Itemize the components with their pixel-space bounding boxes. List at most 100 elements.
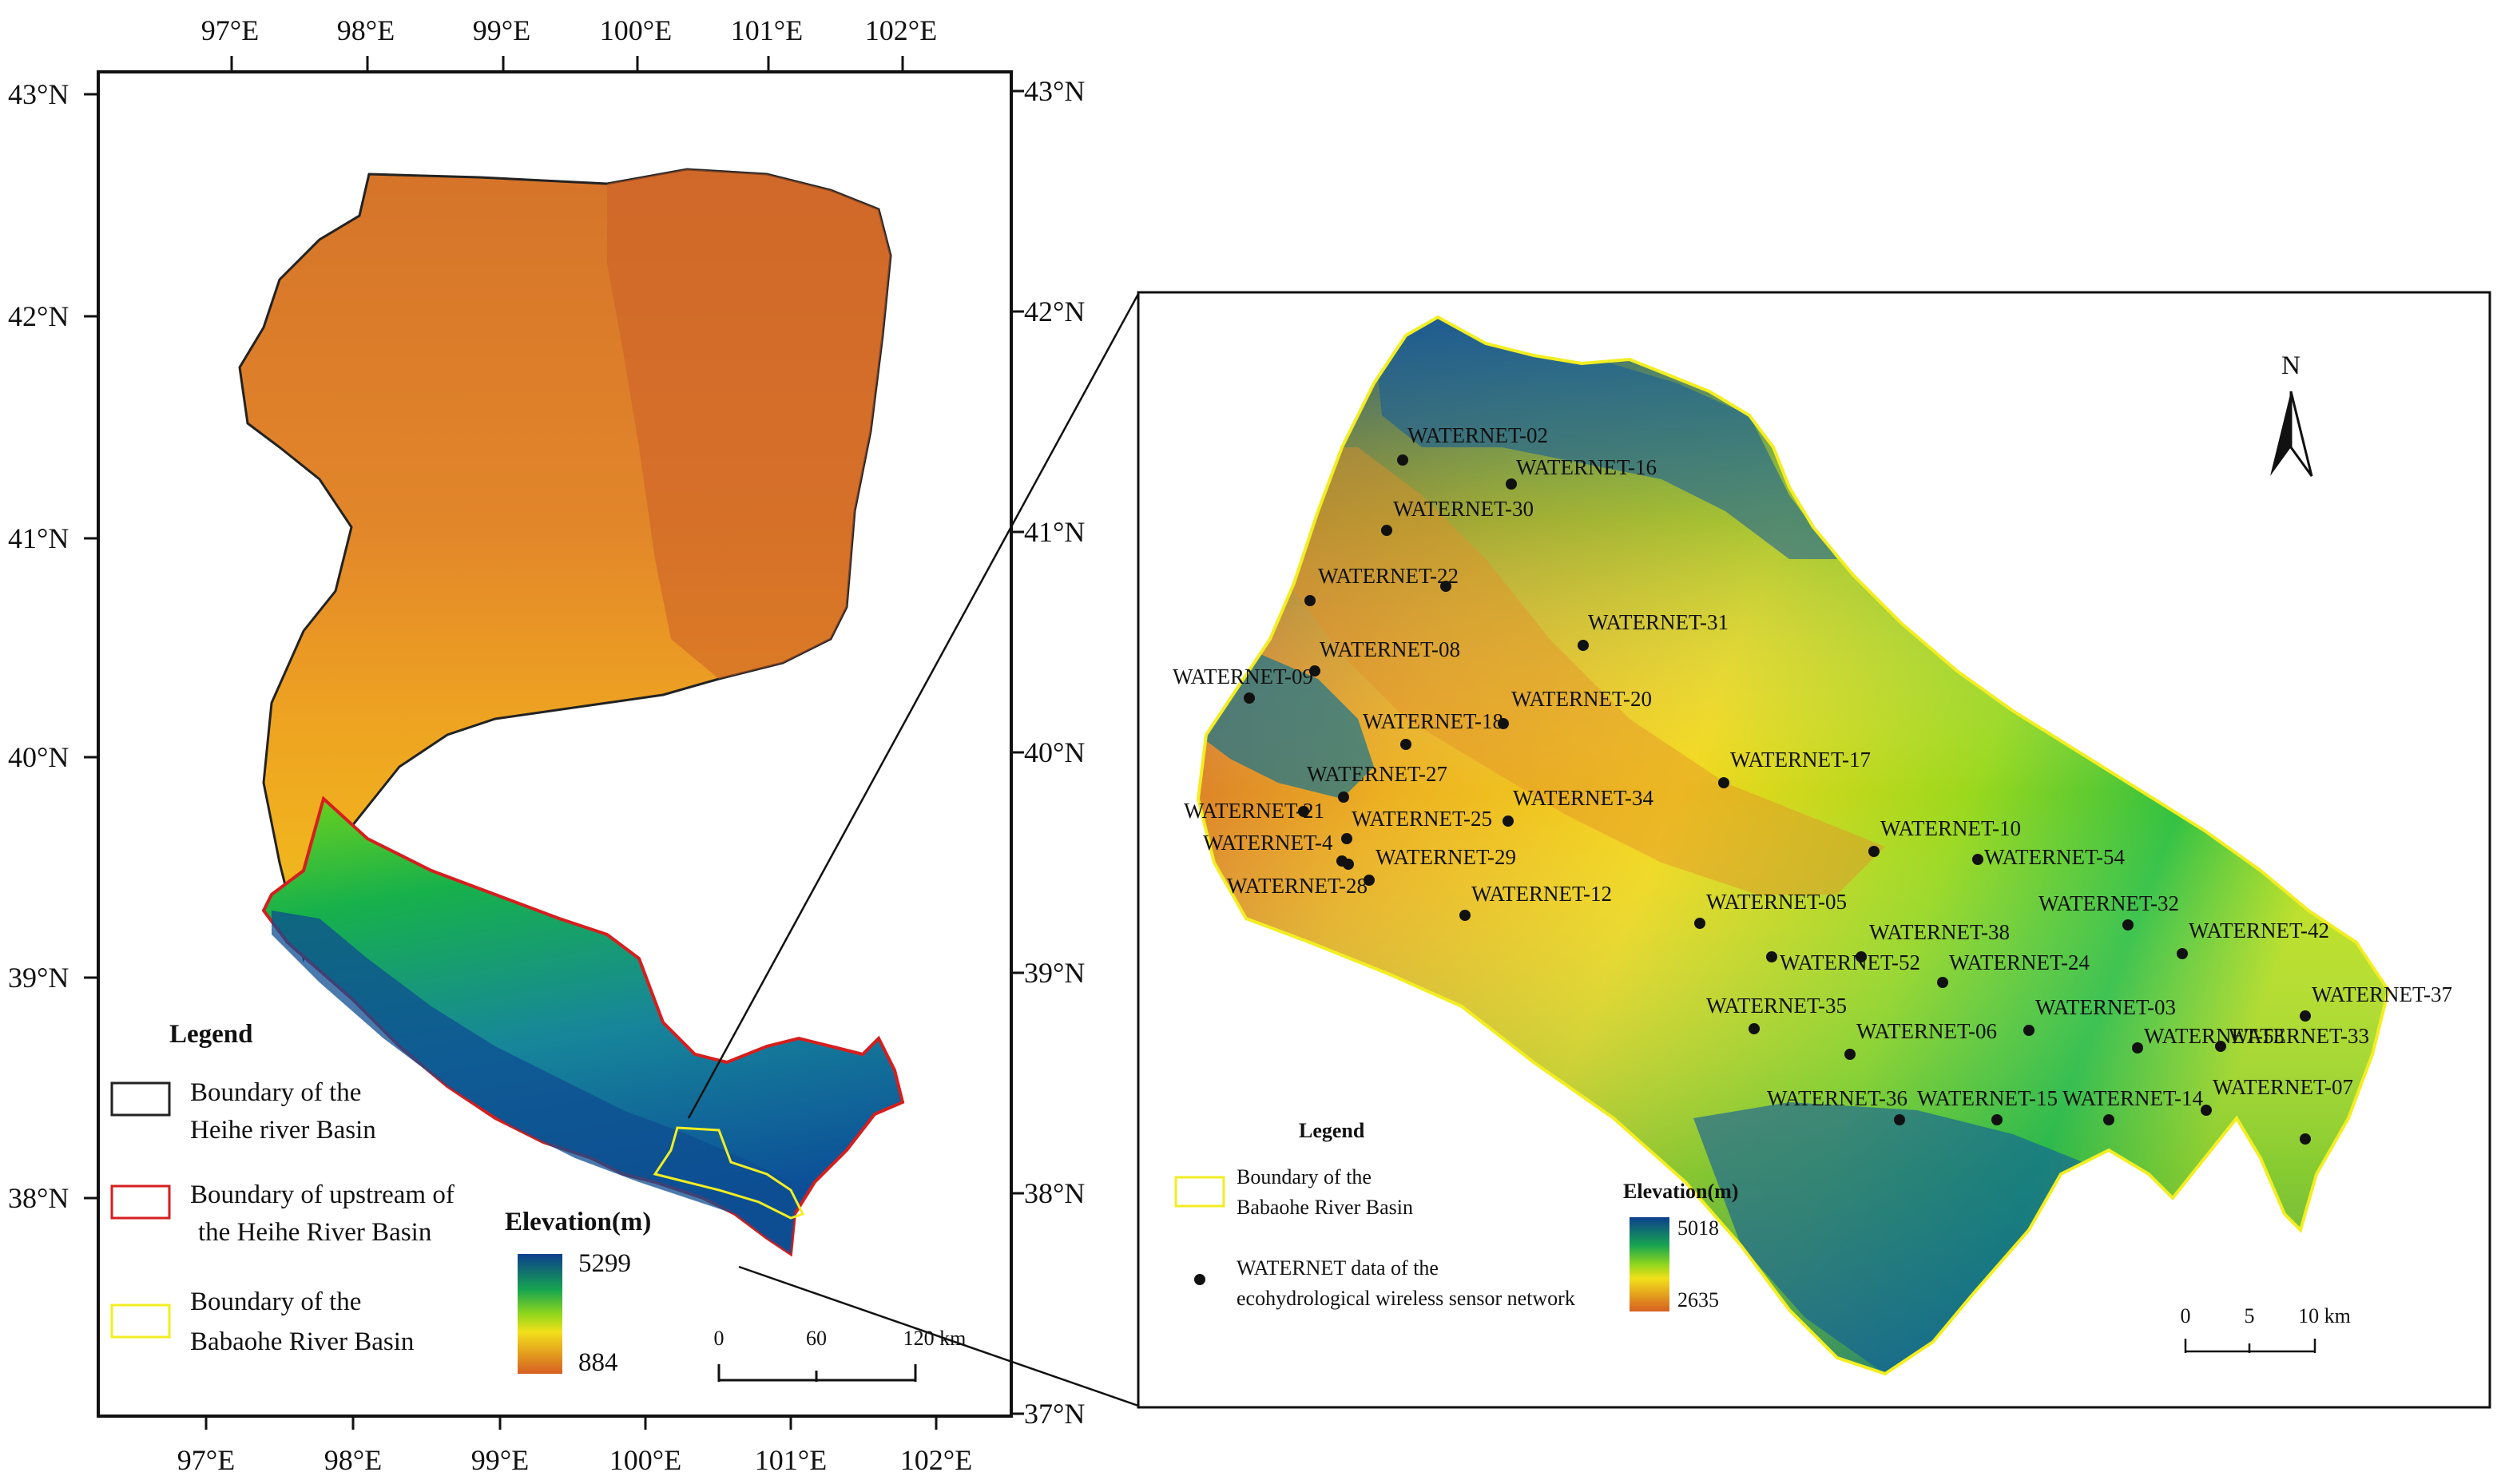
zoom-connector-top [687,293,1140,1119]
left-tick: 39°N [8,962,69,994]
station-point-icon [1894,1114,1905,1125]
station-label: WATERNET-08 [1320,637,1460,661]
station-label: WATERNET-07 [2213,1075,2353,1099]
right-tick: 37°N [1024,1398,1085,1430]
station-point-icon [1578,640,1589,651]
bottom-tick: 101°E [755,1444,827,1476]
scale-tick: 0 [2181,1304,2191,1327]
station-point-icon [1298,806,1309,817]
station-label: WATERNET-22 [1318,564,1459,588]
station-label: WATERNET-37 [2312,982,2452,1006]
station-label: WATERNET-03 [2035,995,2176,1019]
left-tick: 38°N [8,1182,69,1214]
left-tick: 41°N [8,522,69,554]
station-label: WATERNET-02 [1407,423,1548,447]
legend-heihe-2: Heihe river Basin [190,1116,376,1145]
station-label: WATERNET-15 [1917,1086,2058,1110]
top-tick: 101°E [731,14,803,46]
right-tick: 39°N [1024,957,1085,989]
bottom-tick: 100°E [609,1444,681,1476]
station-point-icon [2132,1042,2143,1053]
left-top-ticks: 97°E 98°E 99°E 100°E 101°E 102°E [201,14,937,72]
legend-babaohe-1: Boundary of the [190,1288,361,1316]
right-elevation-title: Elevation(m) [1623,1180,1738,1203]
station-point-icon [1341,833,1352,844]
right-scale-bar: 0 5 10 km [2181,1304,2351,1353]
bottom-tick: 98°E [324,1444,382,1476]
heihe-lowland-shade [607,169,891,679]
bottom-tick: 97°E [177,1444,235,1476]
babaohe-basin [1196,315,2391,1376]
station-label: WATERNET-21 [1184,799,1324,823]
station-label: WATERNET-42 [2189,919,2329,942]
right-elevation-min: 2635 [1677,1288,1719,1311]
station-point-icon [1459,910,1471,921]
left-tick: 43°N [8,78,69,110]
right-map-frame [1137,291,2491,1409]
right-legend-points-1: WATERNET data of the [1237,1256,1439,1280]
station-point-icon [2122,919,2134,930]
station-label: WATERNET-18 [1363,709,1503,733]
station-point-icon [1694,918,1705,929]
station-point-icon [1749,1023,1760,1034]
right-elevation-legend: Elevation(m) 5018 2635 [1623,1180,1738,1311]
station-point-icon [2300,1010,2311,1022]
right-tick: 41°N [1024,516,1085,548]
right-tick: 42°N [1024,296,1085,327]
left-legend-title: Legend [169,1020,253,1049]
left-elevation-legend: Elevation(m) 5299 884 [505,1208,651,1377]
station-point-icon [2177,948,2188,959]
right-legend-points-2: ecohydrological wireless sensor network [1237,1287,1575,1310]
station-label: WATERNET-27 [1307,762,1447,786]
station-point-icon [1381,525,1392,536]
station-point-icon [2215,1041,2226,1052]
station-label: WATERNET-25 [1352,807,1492,831]
station-label: WATERNET-34 [1513,786,1653,810]
scale-tick: 120 km [903,1327,967,1350]
station-point-icon [1844,1049,1856,1060]
station-label: WATERNET-54 [1984,845,2125,869]
station-label: WATERNET-28 [1227,874,1368,898]
station-label: WATERNET-29 [1376,845,1516,869]
station-point-icon [1718,777,1729,788]
scale-tick: 5 [2245,1304,2255,1327]
station-point-icon [1400,739,1411,750]
left-elevation-ramp [518,1254,562,1374]
legend-upstream-2: the Heihe River Basin [198,1218,431,1247]
top-tick: 98°E [337,14,395,46]
station-label: WATERNET-35 [1706,994,1847,1018]
station-label: WATERNET-14 [2062,1086,2203,1110]
left-elevation-title: Elevation(m) [505,1208,651,1236]
right-legend: Legend Boundary of the Babaohe River Bas… [1174,1119,1575,1310]
legend-swatch-heihe [110,1081,171,1117]
legend-heihe-1: Boundary of the [190,1078,361,1107]
station-label: WATERNET-10 [1880,816,2021,840]
station-point-icon [1440,581,1451,592]
right-elevation-max: 5018 [1677,1216,1719,1240]
station-label: WATERNET-16 [1516,455,1657,479]
right-elevation-ramp [1630,1217,1669,1311]
right-legend-boundary-1: Boundary of the [1237,1165,1372,1188]
legend-babaohe-2: Babaohe River Basin [190,1327,414,1356]
station-label: WATERNET-24 [1949,950,2090,974]
station-markers: WATERNET-02 WATERNET-16 WATERNET-30 WATERNE… [1173,423,2452,1145]
left-elevation-max: 5299 [578,1249,631,1278]
station-point-icon [1397,454,1408,466]
babaohe-small-boundary [653,1126,805,1220]
legend-swatch-babaohe [110,1303,171,1339]
station-point-icon [1309,665,1320,677]
right-legend-swatch [1174,1176,1225,1208]
station-point-icon [1343,859,1354,870]
station-label: WATERNET-52 [1780,950,1920,974]
station-label: WATERNET-30 [1393,497,1534,521]
top-tick: 99°E [473,14,530,46]
station-label: WATERNET-4 [1203,831,1333,855]
station-label: WATERNET-31 [1588,610,1729,634]
bottom-tick: 99°E [471,1444,529,1476]
north-label: N [2281,351,2300,380]
scale-tick: 60 [806,1327,827,1350]
station-point-icon [1364,875,1375,886]
station-label: WATERNET-32 [2038,891,2179,915]
station-point-icon [1991,1114,2003,1125]
station-label: WATERNET-17 [1730,748,1871,772]
